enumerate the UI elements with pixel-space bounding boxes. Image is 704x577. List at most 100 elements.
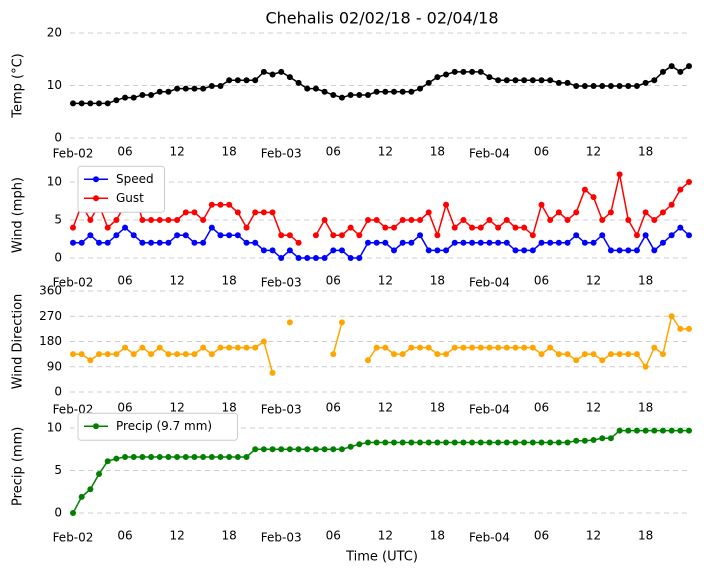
data-point: [234, 453, 241, 460]
data-point: [269, 71, 276, 78]
data-point: [616, 247, 623, 254]
legend-marker: [93, 423, 99, 430]
data-point: [599, 435, 606, 442]
data-point: [495, 239, 502, 246]
data-point: [382, 439, 389, 446]
data-point: [425, 247, 432, 254]
data-point: [668, 313, 675, 320]
data-point: [278, 254, 285, 261]
data-point: [200, 453, 207, 460]
data-point: [659, 351, 666, 358]
data-point: [581, 437, 588, 444]
data-point: [174, 85, 181, 92]
data-point: [338, 247, 345, 254]
data-point: [616, 83, 623, 90]
data-point: [87, 357, 94, 364]
x-tick-label: 06: [534, 145, 549, 159]
y-axis-label: Temp (°C): [11, 53, 26, 119]
data-point: [243, 239, 250, 246]
data-point: [96, 100, 103, 107]
data-point: [408, 439, 415, 446]
data-point: [633, 427, 640, 434]
data-point: [677, 224, 684, 231]
data-point: [122, 453, 129, 460]
data-point: [521, 224, 528, 231]
data-point: [521, 439, 528, 446]
data-point: [104, 239, 111, 246]
data-point: [382, 239, 389, 246]
data-point: [503, 216, 510, 223]
x-tick-label: 12: [378, 145, 393, 159]
data-point: [659, 68, 666, 75]
data-point: [191, 351, 198, 358]
data-point: [581, 239, 588, 246]
data-point: [130, 232, 137, 239]
data-point: [503, 77, 510, 84]
x-tick-label: 12: [586, 145, 601, 159]
y-axis-label: Wind (mph): [11, 177, 26, 253]
x-tick-label: 12: [378, 401, 393, 415]
data-point: [78, 493, 85, 500]
data-point: [477, 439, 484, 446]
data-point: [460, 439, 467, 446]
data-point: [686, 63, 692, 70]
data-point: [156, 453, 163, 460]
data-point: [607, 351, 614, 358]
data-point: [607, 209, 614, 216]
data-point: [425, 344, 432, 351]
data-point: [156, 344, 163, 351]
data-point: [269, 209, 276, 216]
data-point: [382, 88, 389, 95]
data-point: [573, 209, 580, 216]
data-point: [208, 201, 215, 208]
data-point: [521, 247, 528, 254]
data-point: [174, 216, 181, 223]
data-point: [139, 239, 146, 246]
data-point: [87, 486, 94, 493]
data-point: [260, 446, 267, 453]
data-point: [686, 325, 692, 332]
data-point: [226, 232, 233, 239]
data-point: [573, 437, 580, 444]
data-point: [347, 224, 354, 231]
data-point: [330, 351, 337, 358]
data-point: [182, 85, 189, 92]
data-point: [321, 254, 328, 261]
y-tick-label: 0: [54, 506, 62, 520]
x-tick-label: 06: [326, 401, 341, 415]
data-point: [677, 68, 684, 75]
data-point: [70, 100, 76, 107]
data-point: [165, 239, 172, 246]
data-point: [599, 357, 606, 364]
data-point: [529, 439, 536, 446]
data-point: [477, 344, 484, 351]
data-point: [607, 247, 614, 254]
y-tick-label: 90: [47, 359, 62, 373]
x-tick-label: 12: [169, 529, 184, 543]
data-point: [686, 178, 692, 185]
data-point: [70, 239, 76, 246]
data-point: [555, 239, 562, 246]
data-point: [104, 351, 111, 358]
data-point: [347, 91, 354, 98]
x-tick-label: 06: [117, 401, 132, 415]
data-point: [434, 232, 441, 239]
data-point: [547, 439, 554, 446]
data-point: [208, 224, 215, 231]
data-point: [243, 77, 250, 84]
y-tick-label: 5: [54, 463, 62, 477]
data-point: [338, 446, 345, 453]
data-point: [451, 344, 458, 351]
data-point: [200, 85, 207, 92]
data-point: [503, 344, 510, 351]
data-point: [677, 325, 684, 332]
data-point: [547, 216, 554, 223]
data-point: [217, 83, 224, 90]
data-point: [252, 344, 259, 351]
data-point: [338, 319, 345, 326]
data-point: [443, 439, 450, 446]
data-point: [87, 216, 94, 223]
data-point: [234, 77, 241, 84]
data-point: [538, 201, 545, 208]
data-point: [321, 88, 328, 95]
